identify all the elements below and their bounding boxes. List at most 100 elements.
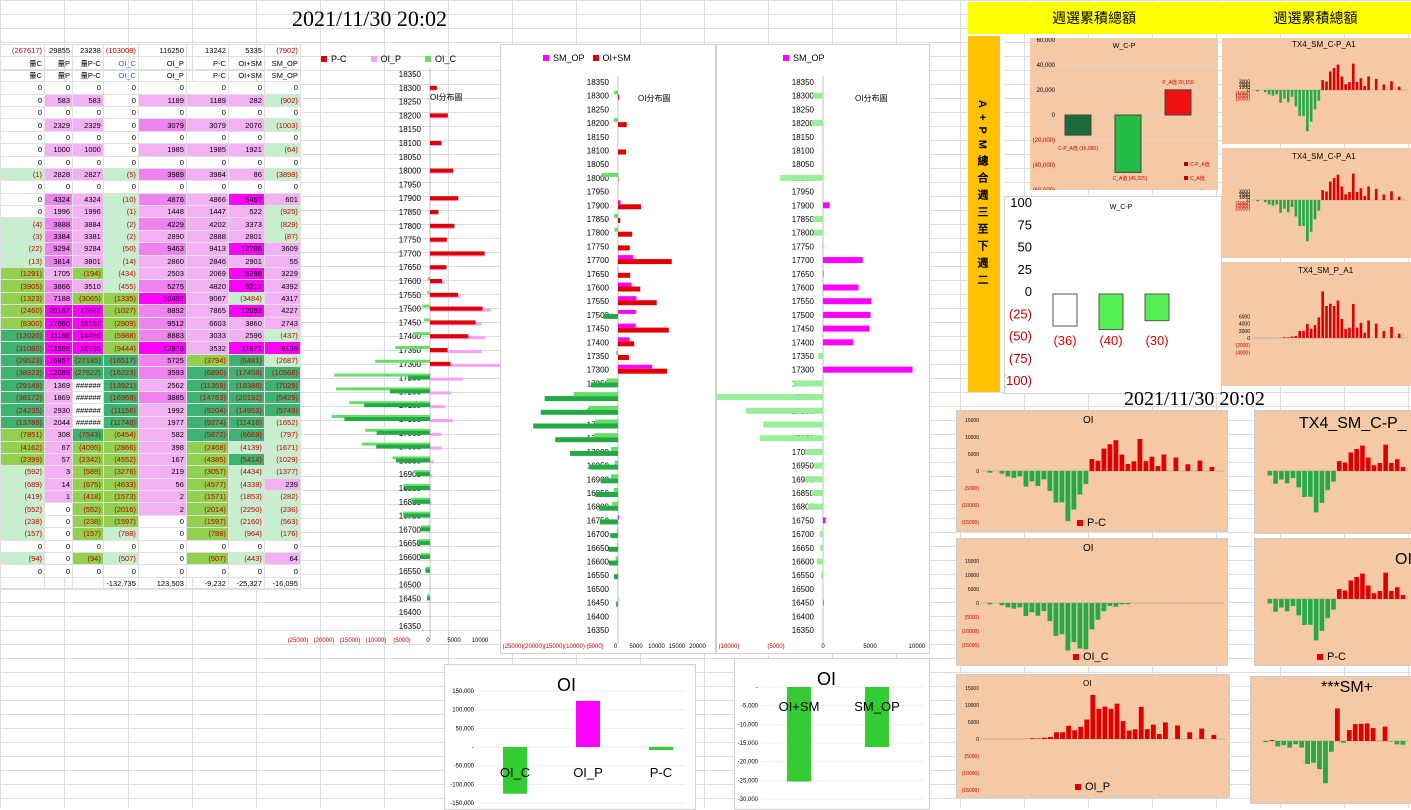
table-cell[interactable]: 0 <box>73 181 104 193</box>
table-cell[interactable]: ###### <box>73 416 104 428</box>
table-cell[interactable]: (27622) <box>73 367 104 379</box>
table-cell[interactable]: 67 <box>45 441 73 453</box>
table-cell[interactable]: (238) <box>73 515 104 527</box>
table-cell[interactable]: 4820 <box>186 280 228 292</box>
table-cell[interactable]: (3794) <box>186 354 228 366</box>
table-cell[interactable]: 1977 <box>138 416 186 428</box>
table-cell[interactable]: (2014) <box>186 503 228 515</box>
table-cell[interactable]: (3057) <box>186 466 228 478</box>
table-cell[interactable]: 9463 <box>138 243 186 255</box>
table-cell[interactable]: (2399) <box>1 453 45 465</box>
table-cell[interactable]: (11748) <box>103 416 138 428</box>
table-cell[interactable]: 5298 <box>228 268 264 280</box>
table-cell[interactable]: OI_C <box>103 57 138 69</box>
table-cell[interactable]: 8883 <box>138 329 186 341</box>
table-cell[interactable]: 0 <box>45 156 73 168</box>
table-cell[interactable]: 2901 <box>228 255 264 267</box>
table-cell[interactable]: (552) <box>73 503 104 515</box>
table-cell[interactable]: 2801 <box>228 230 264 242</box>
table-cell[interactable]: (103008) <box>103 45 138 57</box>
table-cell[interactable]: (17458) <box>228 367 264 379</box>
table-cell[interactable]: (5) <box>103 168 138 180</box>
table-cell[interactable]: (788) <box>186 528 228 540</box>
table-cell[interactable]: 1985 <box>186 144 228 156</box>
table-cell[interactable]: (24235) <box>1 404 45 416</box>
table-cell[interactable]: 1000 <box>73 144 104 156</box>
table-cell[interactable]: 3866 <box>45 280 73 292</box>
table-cell[interactable]: 0 <box>103 565 138 577</box>
table-cell[interactable]: 0 <box>45 540 73 552</box>
table-cell[interactable]: 17687 <box>73 305 104 317</box>
table-cell[interactable]: 0 <box>138 131 186 143</box>
table-cell[interactable]: 3801 <box>73 255 104 267</box>
table-cell[interactable]: (964) <box>228 528 264 540</box>
table-cell[interactable]: (7543) <box>73 429 104 441</box>
table-cell[interactable]: (157) <box>73 528 104 540</box>
table-cell[interactable]: 1369 <box>45 379 73 391</box>
table-cell[interactable]: 0 <box>103 540 138 552</box>
table-cell[interactable]: 5275 <box>138 280 186 292</box>
table-cell[interactable]: 2329 <box>45 119 73 131</box>
table-cell[interactable]: 3381 <box>73 230 104 242</box>
table-cell[interactable]: (6890) <box>186 367 228 379</box>
table-cell[interactable]: (12020) <box>1 329 45 341</box>
table-cell[interactable]: (18388) <box>228 379 264 391</box>
table-cell[interactable]: 0 <box>186 181 228 193</box>
table-cell[interactable]: 0 <box>186 82 228 94</box>
table-cell[interactable]: (267617) <box>1 45 45 57</box>
table-cell[interactable]: 398 <box>138 441 186 453</box>
table-cell[interactable]: 量P-C <box>73 57 104 69</box>
table-cell[interactable]: 1705 <box>45 268 73 280</box>
table-cell[interactable]: 0 <box>45 131 73 143</box>
table-cell[interactable]: 8892 <box>138 305 186 317</box>
table-cell[interactable]: 5335 <box>228 45 264 57</box>
table-cell[interactable]: 量C <box>1 69 45 81</box>
table-cell[interactable]: (788) <box>103 528 138 540</box>
table-cell[interactable]: 1996 <box>73 206 104 218</box>
table-cell[interactable]: 2076 <box>228 119 264 131</box>
table-cell[interactable]: 3 <box>45 466 73 478</box>
table-cell[interactable]: (4) <box>1 218 45 230</box>
table-cell[interactable]: 2503 <box>138 268 186 280</box>
table-cell[interactable]: (14) <box>103 255 138 267</box>
table-cell[interactable]: 2 <box>138 503 186 515</box>
table-cell[interactable]: 0 <box>45 503 73 515</box>
table-cell[interactable]: (4162) <box>1 441 45 453</box>
table-cell[interactable]: 17860 <box>45 317 73 329</box>
table-cell[interactable]: 3984 <box>186 168 228 180</box>
table-cell[interactable]: 3079 <box>138 119 186 131</box>
table-cell[interactable]: (22) <box>1 243 45 255</box>
table-cell[interactable]: (13921) <box>103 379 138 391</box>
table-cell[interactable]: (2) <box>103 230 138 242</box>
table-cell[interactable]: 4229 <box>138 218 186 230</box>
table-cell[interactable]: 7188 <box>45 292 73 304</box>
table-cell[interactable]: 9512 <box>138 317 186 329</box>
table-cell[interactable]: 3860 <box>228 317 264 329</box>
table-cell[interactable]: 0 <box>138 82 186 94</box>
table-cell[interactable]: 2562 <box>138 379 186 391</box>
table-cell[interactable]: 3373 <box>228 218 264 230</box>
table-cell[interactable]: 583 <box>73 94 104 106</box>
table-cell[interactable]: 0 <box>228 181 264 193</box>
table-cell[interactable]: 12092 <box>228 305 264 317</box>
table-cell[interactable]: OI+SM <box>228 57 264 69</box>
table-cell[interactable]: 0 <box>186 156 228 168</box>
table-cell[interactable]: (1) <box>1 168 45 180</box>
table-cell[interactable]: 0 <box>138 156 186 168</box>
table-cell[interactable]: (29149) <box>1 379 45 391</box>
table-cell[interactable]: (592) <box>1 466 45 478</box>
table-cell[interactable]: 0 <box>228 82 264 94</box>
table-cell[interactable]: (31080) <box>1 342 45 354</box>
table-cell[interactable]: 1921 <box>228 144 264 156</box>
table-cell[interactable]: (4139) <box>228 441 264 453</box>
table-cell[interactable]: OI_P <box>138 57 186 69</box>
table-cell[interactable]: ###### <box>73 404 104 416</box>
table-cell[interactable]: 0 <box>103 156 138 168</box>
table-cell[interactable]: 0 <box>73 156 104 168</box>
table-cell[interactable]: 0 <box>1 565 45 577</box>
table-cell[interactable]: (1323) <box>1 292 45 304</box>
